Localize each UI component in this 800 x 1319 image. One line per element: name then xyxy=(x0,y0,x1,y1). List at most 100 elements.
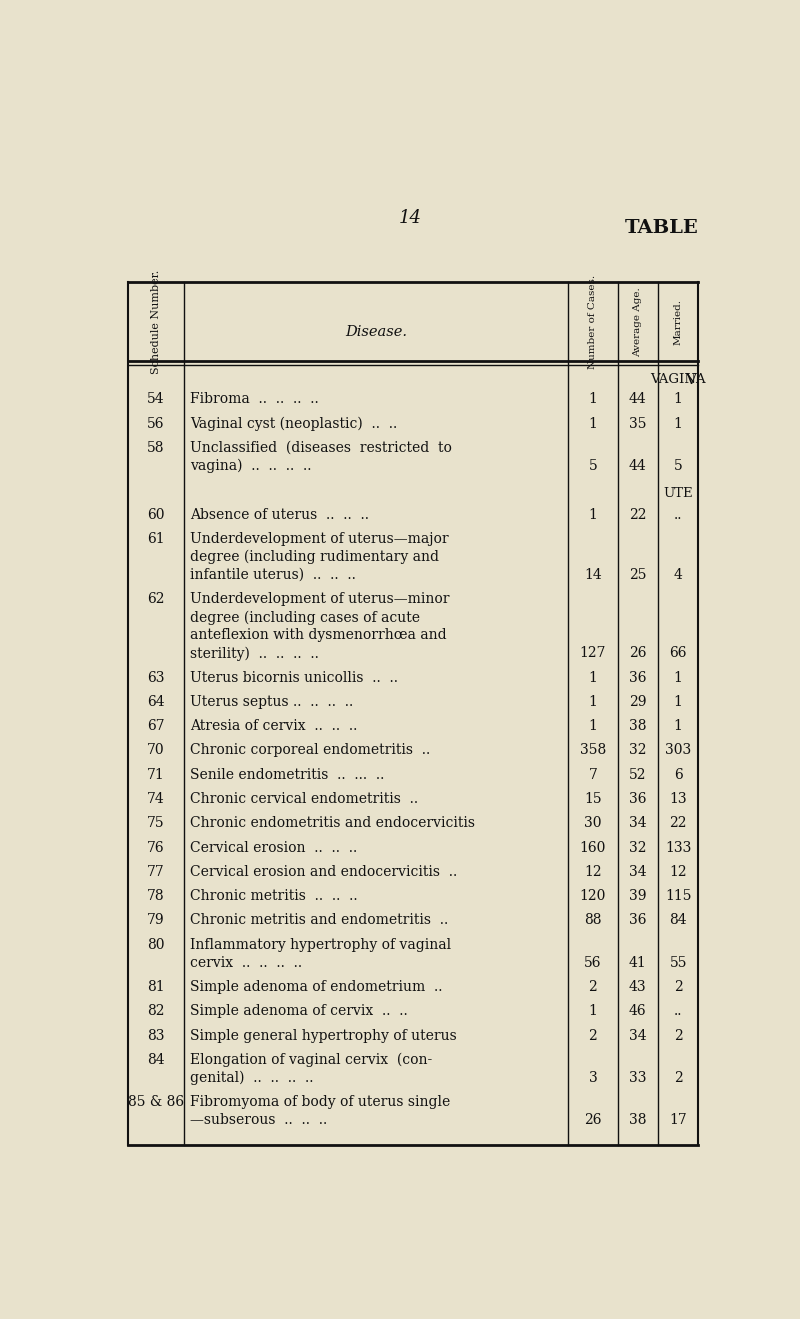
Text: 36: 36 xyxy=(629,670,646,685)
Text: 133: 133 xyxy=(665,840,691,855)
Text: 26: 26 xyxy=(629,646,646,661)
Text: Uterus bicornis unicollis  ..  ..: Uterus bicornis unicollis .. .. xyxy=(190,670,398,685)
Text: 1: 1 xyxy=(674,695,682,708)
Text: 2: 2 xyxy=(674,980,682,995)
Text: 3: 3 xyxy=(589,1071,598,1084)
Text: 115: 115 xyxy=(665,889,691,904)
Text: 41: 41 xyxy=(629,956,646,969)
Text: 62: 62 xyxy=(147,592,165,607)
Text: Average Age.: Average Age. xyxy=(634,288,642,356)
Text: 56: 56 xyxy=(584,956,602,969)
Text: cervix  ..  ..  ..  ..: cervix .. .. .. .. xyxy=(190,956,302,969)
Text: 35: 35 xyxy=(629,417,646,431)
Text: 1: 1 xyxy=(674,670,682,685)
Text: 43: 43 xyxy=(629,980,646,995)
Text: 52: 52 xyxy=(629,768,646,782)
Text: 83: 83 xyxy=(147,1029,165,1042)
Text: 54: 54 xyxy=(147,393,165,406)
Text: genital)  ..  ..  ..  ..: genital) .. .. .. .. xyxy=(190,1071,314,1086)
Text: 5: 5 xyxy=(589,459,598,474)
Text: 32: 32 xyxy=(629,840,646,855)
Text: TABLE: TABLE xyxy=(625,219,698,237)
Text: —subserous  ..  ..  ..: —subserous .. .. .. xyxy=(190,1113,327,1128)
Text: 12: 12 xyxy=(584,865,602,878)
Text: Unclassified  (diseases  restricted  to: Unclassified (diseases restricted to xyxy=(190,441,452,455)
Text: Chronic endometritis and endocervicitis: Chronic endometritis and endocervicitis xyxy=(190,816,475,830)
Text: Simple adenoma of endometrium  ..: Simple adenoma of endometrium .. xyxy=(190,980,442,995)
Text: 1: 1 xyxy=(589,1004,598,1018)
Text: ..: .. xyxy=(674,1004,682,1018)
Text: Inflammatory hypertrophy of vaginal: Inflammatory hypertrophy of vaginal xyxy=(190,938,451,952)
Text: Elongation of vaginal cervix  (con-: Elongation of vaginal cervix (con- xyxy=(190,1053,432,1067)
Text: infantile uterus)  ..  ..  ..: infantile uterus) .. .. .. xyxy=(190,568,356,582)
Text: degree (including cases of acute: degree (including cases of acute xyxy=(190,611,420,625)
Text: 44: 44 xyxy=(629,459,646,474)
Text: UTE: UTE xyxy=(663,487,693,500)
Text: Chronic corporeal endometritis  ..: Chronic corporeal endometritis .. xyxy=(190,744,430,757)
Text: 12: 12 xyxy=(670,865,687,878)
Text: 74: 74 xyxy=(147,791,165,806)
Text: Absence of uterus  ..  ..  ..: Absence of uterus .. .. .. xyxy=(190,508,369,522)
Text: 46: 46 xyxy=(629,1004,646,1018)
Text: 358: 358 xyxy=(580,744,606,757)
Text: Uterus septus ..  ..  ..  ..: Uterus septus .. .. .. .. xyxy=(190,695,353,708)
Text: 77: 77 xyxy=(147,865,165,878)
Text: 2: 2 xyxy=(589,1029,598,1042)
Text: 84: 84 xyxy=(670,914,687,927)
Text: 29: 29 xyxy=(629,695,646,708)
Text: 61: 61 xyxy=(147,532,165,546)
Text: Underdevelopment of uterus—minor: Underdevelopment of uterus—minor xyxy=(190,592,450,607)
Text: Chronic metritis and endometritis  ..: Chronic metritis and endometritis .. xyxy=(190,914,448,927)
Text: 1: 1 xyxy=(674,417,682,431)
Text: 33: 33 xyxy=(629,1071,646,1084)
Text: 34: 34 xyxy=(629,1029,646,1042)
Text: 2: 2 xyxy=(589,980,598,995)
Text: Married.: Married. xyxy=(674,299,682,344)
Text: Simple general hypertrophy of uterus: Simple general hypertrophy of uterus xyxy=(190,1029,457,1042)
Text: 39: 39 xyxy=(629,889,646,904)
Text: 15: 15 xyxy=(584,791,602,806)
Text: 64: 64 xyxy=(147,695,165,708)
Text: Schedule Number.: Schedule Number. xyxy=(151,269,161,373)
Text: 38: 38 xyxy=(629,1113,646,1128)
Text: 2: 2 xyxy=(674,1029,682,1042)
Text: V: V xyxy=(685,373,696,386)
Text: 80: 80 xyxy=(147,938,165,952)
Text: ..: .. xyxy=(674,508,682,522)
Text: 67: 67 xyxy=(147,719,165,733)
Text: 36: 36 xyxy=(629,791,646,806)
Text: 4: 4 xyxy=(674,568,682,582)
Text: 1: 1 xyxy=(589,417,598,431)
Text: degree (including rudimentary and: degree (including rudimentary and xyxy=(190,550,439,565)
Text: Underdevelopment of uterus—major: Underdevelopment of uterus—major xyxy=(190,532,449,546)
Text: 75: 75 xyxy=(147,816,165,830)
Text: 56: 56 xyxy=(147,417,165,431)
Text: 5: 5 xyxy=(674,459,682,474)
Text: 60: 60 xyxy=(147,508,165,522)
Text: sterility)  ..  ..  ..  ..: sterility) .. .. .. .. xyxy=(190,646,318,661)
Text: Simple adenoma of cervix  ..  ..: Simple adenoma of cervix .. .. xyxy=(190,1004,408,1018)
Text: Disease.: Disease. xyxy=(345,324,407,339)
Text: VAGINA: VAGINA xyxy=(650,373,706,385)
Text: 26: 26 xyxy=(584,1113,602,1128)
Text: 82: 82 xyxy=(147,1004,165,1018)
Text: 303: 303 xyxy=(665,744,691,757)
Text: 22: 22 xyxy=(670,816,687,830)
Text: 25: 25 xyxy=(629,568,646,582)
Text: Chronic metritis  ..  ..  ..: Chronic metritis .. .. .. xyxy=(190,889,358,904)
Text: 34: 34 xyxy=(629,816,646,830)
Text: 84: 84 xyxy=(147,1053,165,1067)
Text: Senile endometritis  ..  ...  ..: Senile endometritis .. ... .. xyxy=(190,768,384,782)
Text: 78: 78 xyxy=(147,889,165,904)
Text: 6: 6 xyxy=(674,768,682,782)
Text: 1: 1 xyxy=(589,670,598,685)
Text: Fibromyoma of body of uterus single: Fibromyoma of body of uterus single xyxy=(190,1095,450,1109)
Text: 127: 127 xyxy=(580,646,606,661)
Text: Cervical erosion  ..  ..  ..: Cervical erosion .. .. .. xyxy=(190,840,357,855)
Text: anteflexion with dysmenorrhœa and: anteflexion with dysmenorrhœa and xyxy=(190,628,446,642)
Text: 13: 13 xyxy=(670,791,687,806)
Text: 81: 81 xyxy=(147,980,165,995)
Text: 32: 32 xyxy=(629,744,646,757)
Text: 1: 1 xyxy=(589,695,598,708)
Text: 120: 120 xyxy=(580,889,606,904)
